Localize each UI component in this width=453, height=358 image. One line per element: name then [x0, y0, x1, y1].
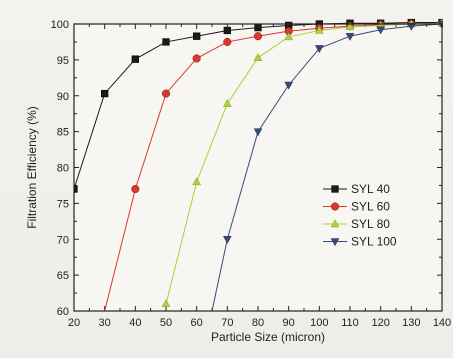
y-tick-label: 100	[51, 19, 69, 31]
syl-60-point	[131, 184, 140, 194]
syl-60-point	[253, 32, 263, 41]
y-tick-label: 95	[57, 55, 69, 67]
syl-40-point	[101, 89, 109, 98]
legend-label-syl-100: SYL 100	[351, 235, 397, 249]
syl-100-point	[222, 236, 232, 244]
syl-80-point	[253, 53, 263, 61]
legend-marker-syl-40	[331, 185, 339, 193]
x-tick-label: 120	[371, 317, 389, 329]
syl-100-point	[314, 45, 324, 54]
syl-40-point	[74, 185, 78, 193]
syl-100-point	[406, 22, 416, 31]
x-tick-label: 110	[341, 317, 359, 329]
y-tick-label: 60	[57, 306, 69, 318]
plot-background	[74, 24, 442, 311]
x-tick-label: 80	[252, 317, 264, 329]
y-tick-label: 85	[57, 127, 69, 139]
y-tick-label: 70	[57, 234, 69, 246]
legend: SYL 40 SYL 60 SYL 80 SYL 100	[323, 182, 397, 249]
x-tick-label: 70	[221, 317, 233, 329]
y-tick-label: 65	[57, 270, 69, 282]
x-tick-label: 130	[402, 317, 420, 329]
syl-100-point	[284, 81, 294, 90]
x-tick-label: 60	[191, 317, 203, 329]
syl-40-point	[162, 38, 170, 46]
legend-label-syl-40: SYL 40	[351, 182, 390, 196]
syl-40-point	[193, 32, 201, 40]
y-axis-title: Filtration Efficiency (%)	[25, 106, 39, 228]
syl-80-point	[192, 177, 202, 186]
syl-80-point	[222, 98, 232, 107]
plot-frame	[73, 23, 443, 312]
x-tick-label: 50	[160, 317, 172, 329]
y-tick-label: 75	[57, 198, 69, 210]
x-tick-label: 40	[129, 317, 141, 329]
legend-marker-syl-60	[330, 202, 340, 211]
syl-60-point	[192, 54, 201, 63]
syl-80-point	[161, 299, 171, 308]
x-tick-label: 90	[283, 317, 295, 329]
x-tick-label: 100	[310, 317, 328, 329]
syl-40-point	[254, 23, 262, 32]
syl-100-point	[376, 26, 386, 35]
syl-100-point	[253, 128, 263, 137]
legend-marker-syl-100	[330, 238, 340, 247]
y-tick-label: 90	[57, 91, 69, 103]
legend-label-syl-60: SYL 60	[351, 200, 390, 214]
syl-80-point	[284, 32, 294, 41]
syl-100-point	[345, 32, 355, 41]
legend-marker-syl-80	[330, 219, 340, 228]
x-tick-label: 30	[99, 317, 111, 329]
syl-80-point	[345, 22, 355, 31]
x-tick-label: 140	[433, 317, 451, 329]
x-tick-label: 20	[68, 317, 80, 329]
legend-label-syl-80: SYL 80	[351, 217, 390, 231]
x-axis-title: Particle Size (micron)	[211, 330, 325, 344]
syl-40-point	[131, 55, 139, 63]
syl-80-point	[314, 25, 324, 34]
y-tick-label: 80	[57, 163, 69, 175]
syl-80-line	[165, 22, 443, 304]
syl-60-point	[223, 37, 232, 46]
syl-40-point	[223, 26, 231, 35]
syl-60-point	[161, 89, 171, 98]
